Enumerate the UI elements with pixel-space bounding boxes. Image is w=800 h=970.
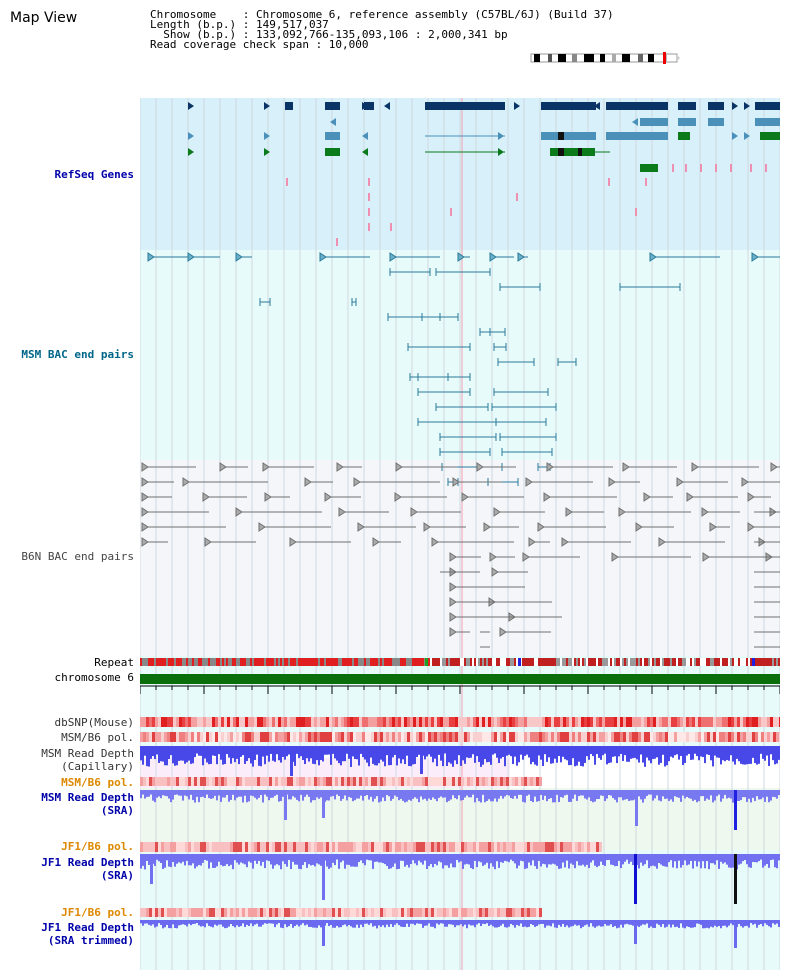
jf1-read-depth-trimmed-label: JF1 Read Depth [41, 921, 134, 934]
repeat-label: Repeat [94, 656, 134, 669]
length-line: Length (b.p.) : 149,517,037 [150, 18, 329, 31]
chromosome-label: chromosome 6 [54, 671, 134, 684]
chromosome-bar [140, 674, 780, 684]
refseq-genes-label: RefSeq Genes [54, 168, 134, 181]
jf1-trimmed-depth [140, 920, 780, 948]
dbsnp-heatmap [140, 717, 780, 727]
jf1-sra-label: (SRA) [100, 869, 134, 882]
msm-read-depth-sra-label: MSM Read Depth [41, 791, 134, 804]
jf1-sra-depth [140, 854, 780, 904]
region-info: Chromosome : Chromosome 6, reference ass… [150, 8, 614, 51]
show-line: Show (b.p.) : 133,092,766-135,093,106 : … [150, 28, 508, 41]
msm-bac-end-pairs [147, 252, 780, 486]
msm-b6-pol-heatmap [140, 732, 780, 742]
msm-b6-pol-sra-heatmap [140, 777, 542, 786]
position-axis [140, 685, 780, 694]
jf1-b6-pol-trimmed-label: JF1/B6 pol. [61, 906, 134, 919]
dbsnp-label: dbSNP(Mouse) [54, 716, 134, 729]
sra-trimmed-label: (SRA trimmed) [47, 934, 134, 947]
jf1-read-depth-sra-label: JF1 Read Depth [41, 856, 134, 869]
jf1-b6-pol-heatmap [140, 842, 602, 852]
sra-label: (SRA) [100, 804, 134, 817]
refseq-genes [188, 102, 780, 246]
coverage-span-line: Read coverage check span : 10,000 [150, 38, 369, 51]
msm-bac-label: MSM BAC end pairs [21, 348, 134, 361]
jf1-b6-pol-label: JF1/B6 pol. [61, 840, 134, 853]
jf1-b6-pol-trimmed-heatmap [140, 908, 542, 917]
msm-b6-pol-sra-label: MSM/B6 pol. [61, 776, 134, 789]
b6n-bac-end-pairs [141, 462, 780, 678]
msm-read-depth-capillary-label: MSM Read Depth [41, 747, 134, 760]
capillary-label: (Capillary) [61, 760, 134, 773]
b6n-bac-label: B6N BAC end pairs [21, 550, 134, 563]
genome-browser-panel[interactable] [140, 98, 780, 970]
chromosome-line: Chromosome : Chromosome 6, reference ass… [150, 8, 614, 21]
msm-b6-pol-label: MSM/B6 pol. [61, 731, 134, 744]
page-title: Map View [10, 10, 78, 26]
msm-sra-depth [140, 790, 780, 830]
chromosome-ideogram[interactable] [530, 52, 680, 64]
msm-capillary-depth [140, 746, 780, 776]
repeat-track [140, 658, 780, 666]
grid-lines [140, 98, 780, 970]
